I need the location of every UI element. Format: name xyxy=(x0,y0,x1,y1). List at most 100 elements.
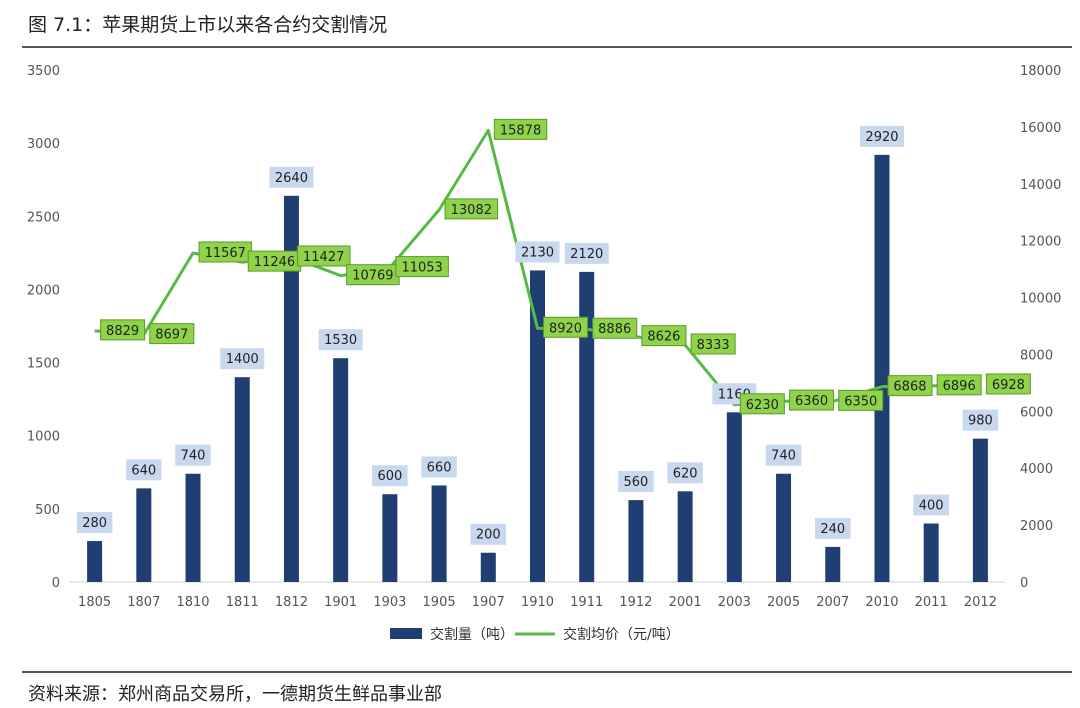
price-label: 11567 xyxy=(205,246,246,261)
x-axis-tick: 2005 xyxy=(767,595,800,610)
x-axis-tick: 2010 xyxy=(865,595,898,610)
right-axis-tick: 12000 xyxy=(1020,235,1061,250)
bar xyxy=(874,154,890,582)
price-label-box xyxy=(444,198,499,220)
price-label-box xyxy=(789,389,835,411)
bar xyxy=(234,377,250,582)
price-label-box xyxy=(641,325,687,347)
bar-label-box xyxy=(913,494,949,516)
price-label: 8886 xyxy=(598,322,631,337)
x-axis-tick: 1901 xyxy=(324,595,357,610)
combo-chart: 0 500 1000 1500 2000 2500 3000 3500 0 2000 4000 60… xyxy=(27,64,1061,643)
price-label: 6928 xyxy=(992,378,1025,393)
right-axis-tick: 2000 xyxy=(1020,519,1053,534)
x-axis-tick: 2012 xyxy=(964,595,997,610)
bar xyxy=(825,546,841,582)
price-label: 6230 xyxy=(746,398,779,413)
bar-label: 2920 xyxy=(865,130,898,145)
bar xyxy=(628,500,644,582)
left-axis-tick: 1500 xyxy=(27,357,60,372)
bar-series xyxy=(87,154,988,582)
right-axis-tick: 0 xyxy=(1020,576,1028,591)
price-label: 6896 xyxy=(943,379,976,394)
bar xyxy=(87,541,103,582)
bottom-rule xyxy=(22,671,1072,673)
bar-label: 280 xyxy=(82,516,107,531)
x-axis-tick: 2011 xyxy=(915,595,948,610)
bar-label-box xyxy=(618,471,654,493)
legend-bar-label: 交割量（吨） xyxy=(430,626,514,643)
x-axis-tick: 1907 xyxy=(472,595,505,610)
price-label: 13082 xyxy=(451,203,492,218)
legend-line-label: 交割均价（元/吨） xyxy=(563,626,680,643)
x-axis-tick: 1807 xyxy=(127,595,160,610)
price-label: 6868 xyxy=(893,380,926,395)
legend: 交割量（吨） 交割均价（元/吨） xyxy=(390,626,680,643)
chart-title: 图 7.1：苹果期货上市以来各合约交割情况 xyxy=(28,14,388,36)
bar xyxy=(677,491,693,582)
bar-label-box xyxy=(962,409,999,431)
bar xyxy=(972,438,988,582)
price-label: 8697 xyxy=(155,328,188,343)
price-label: 10769 xyxy=(352,269,393,284)
bar xyxy=(726,412,742,582)
price-label: 8333 xyxy=(697,338,730,353)
x-axis-tick: 2001 xyxy=(669,595,702,610)
bar-label-box xyxy=(76,512,113,534)
bar xyxy=(185,473,201,582)
x-axis-tick: 1812 xyxy=(275,595,308,610)
price-label-box xyxy=(395,256,449,278)
right-axis-tick: 14000 xyxy=(1020,178,1061,193)
left-axis-tick: 3500 xyxy=(27,64,60,79)
bar-label-box xyxy=(470,523,507,545)
left-axis-tick: 2000 xyxy=(27,283,60,298)
right-axis-tick: 18000 xyxy=(1020,64,1061,79)
bar xyxy=(382,494,398,582)
x-axis-tick: 1910 xyxy=(521,595,554,610)
bar-label: 240 xyxy=(820,522,845,537)
bar-label: 620 xyxy=(673,466,698,481)
bar xyxy=(923,523,939,582)
source-note: 资料来源：郑州商品交易所，一德期货生鲜品事业部 xyxy=(28,684,442,705)
price-label-box xyxy=(985,373,1031,395)
bar xyxy=(136,488,152,582)
bar xyxy=(776,473,792,582)
x-axis-tick: 2007 xyxy=(816,595,849,610)
bar xyxy=(333,358,349,582)
bar-label-box xyxy=(421,456,457,478)
bar-label: 980 xyxy=(968,414,993,429)
price-label-box xyxy=(739,393,785,415)
x-axis-tick: 1805 xyxy=(78,595,111,610)
bar xyxy=(530,270,545,582)
right-axis-tick: 6000 xyxy=(1020,405,1053,420)
price-label: 8626 xyxy=(647,330,680,345)
bar-label: 740 xyxy=(181,449,206,464)
bar-label-box xyxy=(372,465,408,487)
x-axis-tick: 2003 xyxy=(718,595,751,610)
bar-label: 660 xyxy=(427,460,452,475)
bar-label-box xyxy=(175,444,211,466)
top-rule xyxy=(22,46,1072,48)
price-label-box xyxy=(838,389,884,411)
price-label-box xyxy=(296,245,351,267)
bar-label: 2130 xyxy=(521,245,554,260)
bar xyxy=(579,271,595,582)
right-axis-tick: 10000 xyxy=(1020,292,1061,307)
right-axis-tick: 4000 xyxy=(1020,462,1053,477)
price-label: 8829 xyxy=(106,324,139,339)
bar-data-labels: 280 640 740 1400 2640 1530 600 660 200 2130 2120 56… xyxy=(76,125,999,545)
bar xyxy=(480,552,496,582)
bar xyxy=(431,485,447,582)
bar-label: 200 xyxy=(476,528,501,543)
bar-label: 740 xyxy=(771,449,796,464)
price-label-box xyxy=(100,319,146,341)
price-label: 6360 xyxy=(795,394,828,409)
bar-label: 560 xyxy=(624,475,649,490)
bar-label-box xyxy=(269,166,314,188)
left-axis: 0 500 1000 1500 2000 2500 3000 3500 xyxy=(27,64,60,591)
price-label-box xyxy=(149,323,195,345)
left-axis-tick: 0 xyxy=(52,576,60,591)
x-axis-tick: 1811 xyxy=(226,595,259,610)
price-label-box xyxy=(936,374,982,396)
x-axis-tick: 1903 xyxy=(373,595,406,610)
